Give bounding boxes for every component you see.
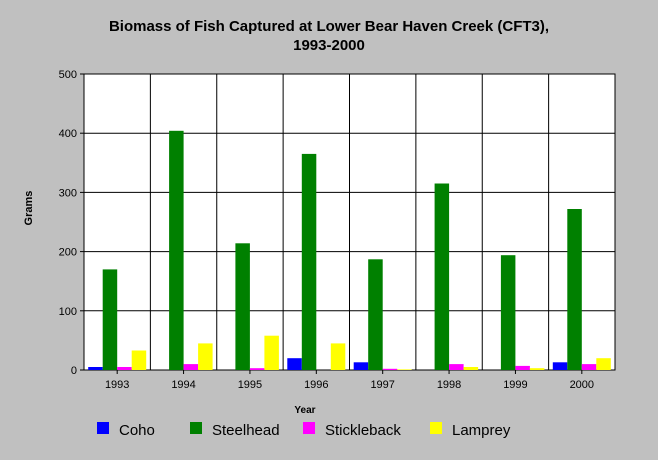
- legend-item-lamprey: Lamprey: [430, 422, 511, 439]
- y-tick-label: 300: [59, 187, 77, 199]
- x-tick-label: 1993: [105, 379, 129, 391]
- legend-label: Steelhead: [212, 422, 280, 439]
- bar-lamprey-1998: [463, 367, 479, 370]
- bar-coho-1993: [88, 367, 103, 370]
- x-tick-label: 1995: [238, 379, 262, 391]
- legend-item-steelhead: Steelhead: [190, 422, 280, 439]
- bar-coho-1997: [353, 362, 369, 370]
- y-tick-label: 0: [71, 365, 77, 377]
- bar-stickleback-1997: [382, 368, 398, 370]
- x-tick-label: 1996: [304, 379, 328, 391]
- x-tick-label: 1998: [437, 379, 461, 391]
- legend: Coho Steelhead Stickleback Lamprey: [97, 422, 511, 439]
- bar-steelhead-1999: [500, 255, 516, 370]
- bar-steelhead-1998: [434, 183, 450, 370]
- y-tick-label: 200: [59, 247, 77, 259]
- legend-label: Coho: [119, 422, 155, 439]
- y-axis: 0 100 200 300 400 500: [59, 69, 85, 377]
- y-tick-label: 100: [59, 306, 77, 318]
- bar-coho-1996: [287, 358, 302, 370]
- x-tick-label: 2000: [570, 379, 594, 391]
- bar-lamprey-1997: [397, 369, 412, 370]
- chart-title: Biomass of Fish Captured at Lower Bear H…: [109, 18, 549, 54]
- legend-item-stickleback: Stickleback: [303, 422, 401, 439]
- x-tick-label: 1999: [503, 379, 527, 391]
- legend-label: Stickleback: [325, 422, 401, 439]
- y-axis-label: Grams: [23, 191, 35, 226]
- bar-steelhead-1997: [368, 259, 383, 370]
- bar-stickleback-1994: [183, 364, 199, 370]
- bars: [88, 130, 611, 370]
- legend-swatch: [430, 422, 442, 434]
- legend-label: Lamprey: [452, 422, 511, 439]
- bar-stickleback-1993: [117, 367, 132, 370]
- bar-steelhead-1993: [102, 269, 118, 370]
- x-axis-label: Year: [294, 405, 315, 416]
- legend-item-coho: Coho: [97, 422, 155, 439]
- bar-steelhead-1995: [235, 243, 250, 370]
- y-tick-label: 400: [59, 128, 77, 140]
- bar-stickleback-1998: [449, 364, 464, 370]
- bar-stickleback-1995: [249, 368, 265, 370]
- bar-steelhead-1994: [169, 130, 184, 370]
- bar-stickleback-2000: [581, 364, 597, 370]
- bar-steelhead-1996: [301, 153, 317, 370]
- bar-lamprey-2000: [596, 358, 611, 370]
- bar-stickleback-1999: [515, 365, 530, 370]
- bar-lamprey-1993: [131, 350, 147, 370]
- legend-swatch: [303, 422, 315, 434]
- bar-lamprey-1995: [264, 335, 279, 370]
- bar-coho-2000: [552, 362, 568, 370]
- chart-title-line: 1993-2000: [293, 37, 365, 54]
- legend-swatch: [190, 422, 202, 434]
- chart-title-line: Biomass of Fish Captured at Lower Bear H…: [109, 18, 549, 35]
- x-axis: 1993 1994 1995 1996 1997 1998 1999 2000: [105, 370, 594, 391]
- bar-lamprey-1994: [198, 343, 213, 370]
- bar-lamprey-1996: [330, 343, 346, 370]
- bar-lamprey-1999: [529, 368, 545, 370]
- legend-swatch: [97, 422, 109, 434]
- x-tick-label: 1997: [370, 379, 394, 391]
- x-tick-label: 1994: [171, 379, 195, 391]
- bar-steelhead-2000: [567, 209, 582, 370]
- y-tick-label: 500: [59, 69, 77, 81]
